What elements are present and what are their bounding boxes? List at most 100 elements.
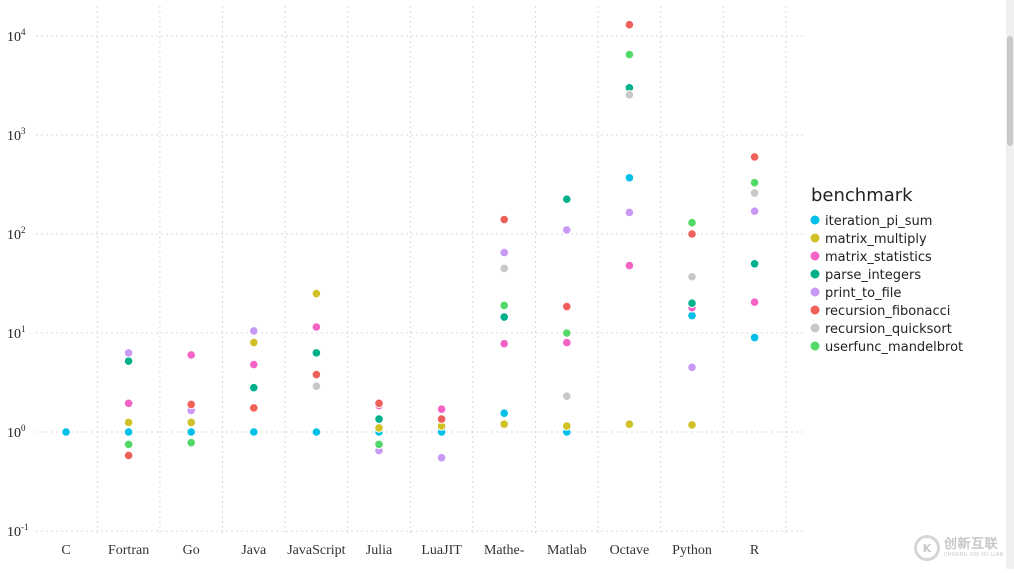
data-point	[123, 348, 134, 358]
data-point	[499, 419, 510, 429]
data-point	[249, 382, 259, 393]
y-tick-base: 10	[7, 327, 21, 342]
data-point	[249, 359, 259, 370]
data-point	[749, 332, 760, 343]
y-tick-label: 101	[7, 324, 26, 342]
data-point	[749, 188, 760, 198]
data-point	[562, 328, 572, 338]
data-point	[562, 225, 572, 235]
legend-marker	[810, 233, 820, 243]
x-tick-label: Julia	[366, 543, 393, 558]
data-point	[499, 312, 510, 322]
data-point	[687, 298, 697, 308]
y-tick-base: 10	[7, 426, 21, 441]
data-point	[186, 437, 196, 448]
data-point	[624, 49, 635, 60]
data-point	[249, 337, 259, 348]
legend-marker	[810, 287, 820, 297]
legend-title: benchmark	[811, 185, 913, 206]
x-axis: C Fortran Go Java JavaScript Julia LuaJIT Mathe…	[61, 543, 760, 558]
data-point	[311, 348, 322, 358]
legend-marker	[810, 269, 820, 279]
data-point	[687, 420, 697, 430]
data-point	[61, 427, 71, 437]
data-point	[624, 89, 635, 100]
data-point	[311, 369, 322, 380]
x-tick-label: Mathe-	[484, 543, 525, 558]
data-point	[374, 439, 384, 450]
y-tick-label: 100	[7, 423, 26, 441]
legend-label: print_to_file	[825, 286, 901, 301]
x-tick-label: Java	[241, 543, 267, 558]
y-tick-base: 10	[7, 129, 21, 144]
y-tick-label: 103	[7, 126, 26, 144]
data-point	[374, 398, 384, 409]
data-point	[499, 300, 510, 311]
data-point	[562, 421, 572, 431]
data-point	[436, 414, 447, 424]
data-point	[624, 207, 635, 218]
legend-label: parse_integers	[825, 268, 921, 283]
data-point	[562, 391, 572, 401]
data-point	[186, 399, 196, 410]
data-point	[562, 301, 572, 312]
data-point	[687, 217, 697, 228]
data-point	[123, 450, 134, 461]
watermark-text: 创新互联 CHUANG XIN HU LIAN	[944, 538, 1004, 559]
data-point	[687, 310, 697, 321]
x-tick-label: LuaJIT	[421, 543, 462, 558]
legend-label: recursion_quicksort	[825, 322, 952, 337]
data-point	[624, 260, 635, 271]
y-tick-base: 10	[7, 228, 21, 243]
x-tick-label: Matlab	[547, 543, 587, 558]
watermark-logo: K 创新互联 CHUANG XIN HU LIAN	[914, 532, 1012, 564]
data-point	[499, 408, 510, 418]
data-point	[562, 194, 572, 204]
x-tick-label: Python	[672, 543, 712, 558]
data-point	[436, 404, 447, 414]
data-point	[186, 427, 196, 437]
legend-label: iteration_pi_sum	[825, 214, 932, 229]
data-point	[499, 263, 510, 274]
y-tick-base: 10	[7, 525, 21, 540]
data-point	[311, 427, 322, 437]
legend-marker	[810, 341, 820, 351]
scrollbar-thumb[interactable]	[1007, 36, 1013, 146]
data-point	[374, 423, 384, 433]
data-point	[436, 452, 447, 463]
x-tick-label: JavaScript	[287, 543, 345, 558]
legend-label: matrix_statistics	[825, 250, 932, 265]
legend: benchmark iteration_pi_sum matrix_multipl…	[810, 185, 963, 355]
data-point	[749, 259, 760, 269]
grid-layer	[36, 6, 806, 535]
y-tick-label: 102	[7, 225, 26, 243]
y-tick-exponent: 0	[21, 423, 26, 433]
data-point	[311, 322, 322, 332]
legend-marker	[810, 305, 820, 315]
y-tick-exponent: 4	[21, 27, 26, 37]
data-point	[499, 338, 510, 349]
x-tick-label: Go	[183, 543, 200, 558]
data-point	[624, 172, 635, 183]
legend-label: matrix_multiply	[825, 232, 927, 247]
data-point	[249, 326, 259, 336]
y-tick-base: 10	[7, 30, 21, 45]
data-point	[123, 427, 134, 437]
y-tick-exponent: 3	[21, 126, 26, 136]
data-point	[123, 398, 134, 409]
data-point	[749, 206, 760, 216]
legend-marker	[810, 323, 820, 333]
data-point	[499, 247, 510, 258]
data-point	[624, 19, 635, 30]
y-tick-label: 104	[7, 27, 26, 45]
data-point	[186, 350, 196, 360]
watermark-subtext: CHUANG XIN HU LIAN	[944, 552, 1004, 558]
data-point	[687, 229, 697, 239]
data-point	[123, 356, 134, 366]
x-tick-label: R	[750, 543, 760, 558]
scrollbar-track[interactable]	[1006, 0, 1014, 569]
data-point	[687, 362, 697, 373]
data-point	[249, 403, 259, 413]
